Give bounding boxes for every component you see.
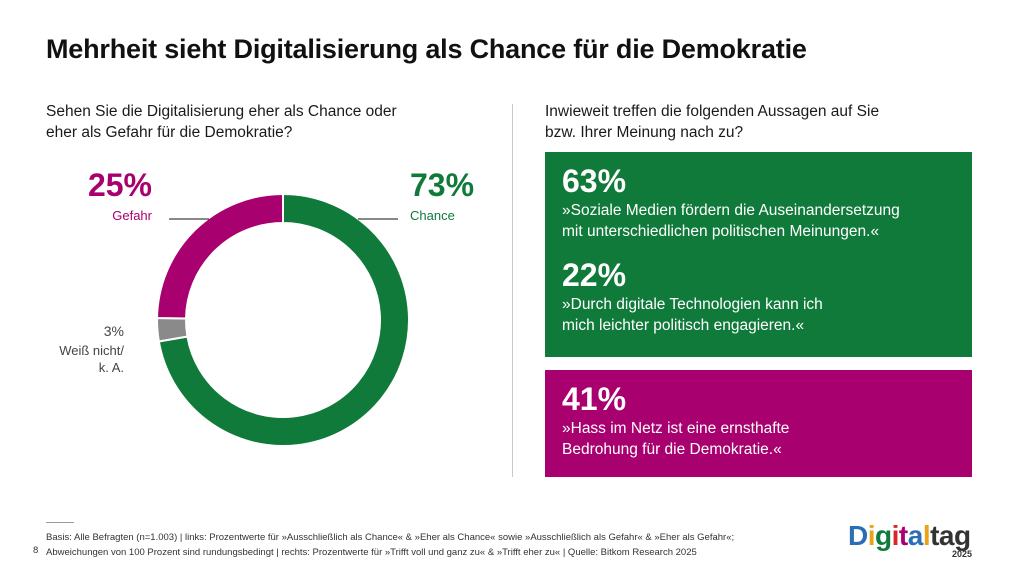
footnote-line1: Basis: Alle Befragten (n=1.003) | links:…	[46, 532, 735, 543]
gefahr-label: Gefahr	[112, 208, 152, 223]
stat-text-line1: »Hass im Netz ist eine ernsthafte	[562, 420, 790, 437]
logo-letter: i	[891, 520, 900, 551]
logo-letter: l	[922, 520, 931, 551]
left-question-line2: eher als Gefahr für die Demokratie?	[46, 124, 293, 141]
stat-text-line1: »Durch digitale Technologien kann ich	[562, 296, 823, 313]
logo-letter: g	[954, 520, 971, 551]
magenta-stat-box: 41% »Hass im Netz ist eine ernsthafte Be…	[545, 370, 972, 477]
donut-slice-gefahr	[155, 192, 284, 320]
right-question-line2: bzw. Ihrer Meinung nach zu?	[545, 124, 744, 141]
logo-letter: t	[898, 520, 908, 551]
gefahr-percentage: 25%	[88, 167, 152, 203]
stat-text-line1: »Soziale Medien fördern die Auseinanders…	[562, 202, 900, 219]
logo-letter: D	[848, 520, 868, 551]
column-divider	[512, 104, 513, 477]
page-title: Mehrheit sieht Digitalisierung als Chanc…	[46, 34, 807, 64]
stat-percentage: 22%	[562, 257, 627, 293]
unknown-percentage: 3%	[104, 323, 124, 339]
footnote: Basis: Alle Befragten (n=1.003) | links:…	[46, 530, 846, 560]
logo-letter: i	[867, 520, 876, 551]
green-stat-box: 63% »Soziale Medien fördern die Auseinan…	[545, 152, 972, 357]
donut-slices	[155, 192, 410, 447]
stat-percentage: 63%	[562, 163, 627, 199]
stat-percentage: 41%	[562, 381, 627, 417]
left-question-line1: Sehen Sie die Digitalisierung eher als C…	[46, 103, 397, 120]
stat-hate-speech: 41% »Hass im Netz ist eine ernsthafte Be…	[562, 380, 958, 460]
donut-chart: 25% Gefahr 73% Chance 3% Weiß nicht/ k. …	[59, 167, 474, 447]
right-question-line1: Inwieweit treffen die folgenden Aussagen…	[545, 103, 880, 120]
chance-percentage: 73%	[410, 167, 474, 203]
logo-letter: a	[938, 520, 955, 551]
logo-year: 2025	[951, 549, 972, 559]
logo-letter: t	[930, 520, 939, 551]
footnote-rule	[46, 522, 74, 523]
logo-letter: a	[907, 520, 924, 551]
digitaltag-logo: Digitaltag 2025	[848, 522, 978, 562]
page-number: 8	[33, 545, 39, 556]
donut-slice-chance	[157, 192, 410, 447]
logo-wordmark: Digitaltag	[848, 522, 978, 550]
footnote-line2: Abweichungen von 100 Prozent sind rundun…	[46, 547, 697, 558]
left-question: Sehen Sie die Digitalisierung eher als C…	[46, 101, 466, 143]
chance-label: Chance	[410, 208, 455, 223]
unknown-label-line2: k. A.	[99, 360, 124, 375]
stat-social-media: 63% »Soziale Medien fördern die Auseinan…	[562, 162, 958, 242]
stat-text-line2: Bedrohung für die Demokratie.«	[562, 441, 782, 458]
logo-letter: g	[875, 520, 892, 551]
stat-political-engagement: 22% »Durch digitale Technologien kann ic…	[562, 256, 958, 336]
stat-text-line2: mit unterschiedlichen politischen Meinun…	[562, 223, 880, 240]
unknown-label-line1: Weiß nicht/	[59, 343, 124, 358]
right-question: Inwieweit treffen die folgenden Aussagen…	[545, 101, 985, 143]
stat-text-line2: mich leichter politisch engagieren.«	[562, 317, 805, 334]
donut-slice-weiß-nicht-k-a	[156, 317, 189, 343]
